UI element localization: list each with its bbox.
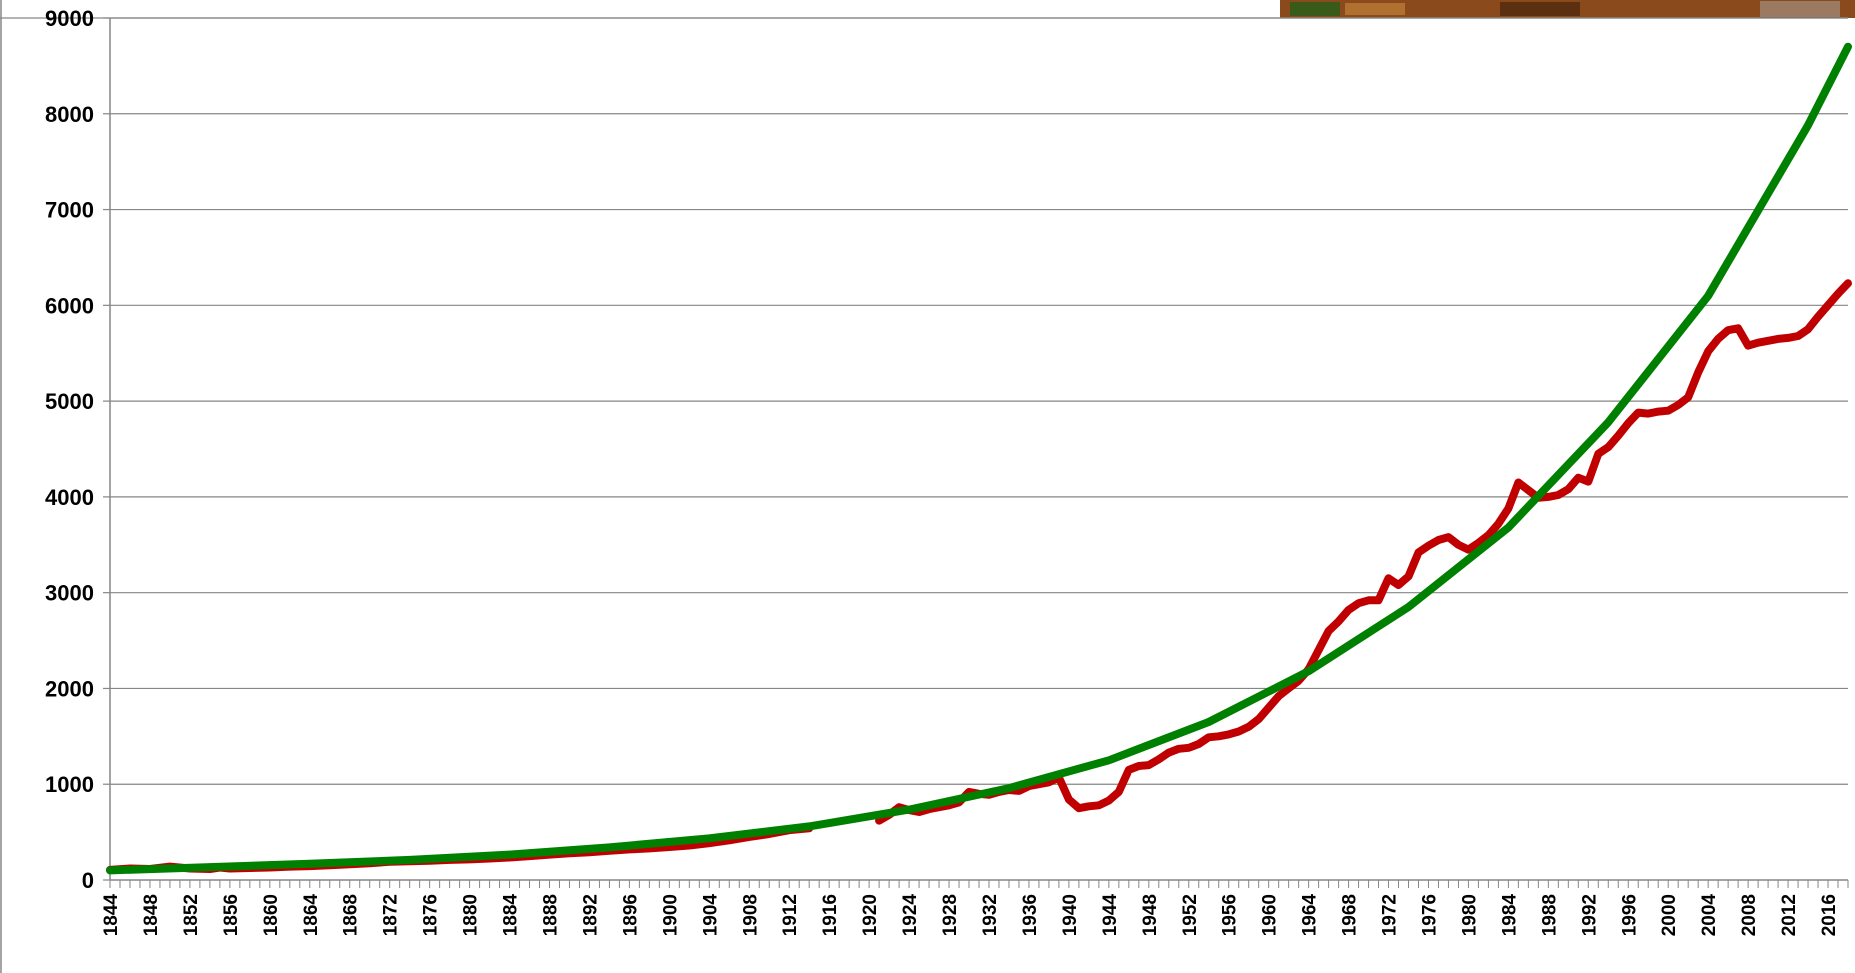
x-tick-label: 2000 xyxy=(1659,894,1680,936)
x-tick-label: 1916 xyxy=(820,894,841,936)
x-tick-label: 1932 xyxy=(980,894,1001,936)
x-tick-label: 1968 xyxy=(1340,894,1361,936)
x-tick-label: 1880 xyxy=(461,894,482,936)
x-tick-label: 1988 xyxy=(1539,894,1560,936)
y-tick-label: 5000 xyxy=(45,389,94,414)
series-line-actual xyxy=(875,279,1852,825)
x-tick-label: 1956 xyxy=(1220,894,1241,936)
x-tick-label: 1960 xyxy=(1260,894,1281,936)
y-tick-label: 9000 xyxy=(45,6,94,31)
x-tick-label: 1868 xyxy=(341,894,362,936)
x-tick-label: 1976 xyxy=(1419,894,1440,936)
y-tick-label: 6000 xyxy=(45,293,94,318)
x-tick-label: 1940 xyxy=(1060,894,1081,936)
x-tick-label: 1944 xyxy=(1100,894,1121,937)
x-tick-label: 1856 xyxy=(221,894,242,936)
y-tick-label: 3000 xyxy=(45,581,94,606)
x-tick-label: 2012 xyxy=(1779,894,1800,936)
y-tick-label: 7000 xyxy=(45,198,94,223)
x-tick-label: 1860 xyxy=(261,894,282,936)
y-tick-label: 2000 xyxy=(45,676,94,701)
series-line-trend xyxy=(106,42,1852,875)
y-tick-label: 0 xyxy=(82,868,94,893)
produce-photo-thumbnail xyxy=(1280,0,1855,18)
x-tick-label: 1920 xyxy=(860,894,881,936)
x-tick-label: 1912 xyxy=(780,894,801,936)
x-tick-label: 1980 xyxy=(1459,894,1480,936)
x-tick-label: 1948 xyxy=(1140,894,1161,936)
x-tick-label: 1900 xyxy=(660,894,681,936)
x-tick-labels: 1844 1848 1852 1856 1860 1864 1868 1872 1876 1880… xyxy=(101,894,1840,937)
y-tick-labels: 0 1000 2000 3000 4000 5000 6000 7000 8000 9000 xyxy=(45,6,94,893)
x-tick-label: 2004 xyxy=(1699,894,1720,937)
x-tick-label: 1852 xyxy=(181,894,202,936)
x-tick-label: 1848 xyxy=(141,894,162,936)
x-tick-label: 1896 xyxy=(620,894,641,936)
x-tick-label: 1972 xyxy=(1380,894,1401,936)
x-tick-label: 1984 xyxy=(1499,894,1520,937)
x-tick-label: 1936 xyxy=(1020,894,1041,936)
x-tick-label: 2008 xyxy=(1739,894,1760,936)
x-tick-label: 1952 xyxy=(1180,894,1201,936)
x-tick-label: 1964 xyxy=(1300,894,1321,937)
x-tick-label: 1884 xyxy=(501,894,522,937)
x-tick-label: 1892 xyxy=(580,894,601,936)
x-tick-label: 1864 xyxy=(301,894,322,937)
x-tick-label: 2016 xyxy=(1819,894,1840,936)
series xyxy=(106,42,1852,875)
y-tick-label: 4000 xyxy=(45,485,94,510)
x-tick-label: 1908 xyxy=(740,894,761,936)
x-tick-label: 1888 xyxy=(540,894,561,936)
x-tick-label: 1928 xyxy=(940,894,961,936)
x-tick-label: 1844 xyxy=(101,894,122,937)
x-tick-label: 1876 xyxy=(421,894,442,936)
x-tick-label: 1992 xyxy=(1579,894,1600,936)
x-tick-label: 1924 xyxy=(900,894,921,937)
y-tick-label: 1000 xyxy=(45,772,94,797)
y-tick-label: 8000 xyxy=(45,102,94,127)
x-tick-label: 1904 xyxy=(700,894,721,937)
x-tick-label: 1996 xyxy=(1619,894,1640,936)
x-tick-label: 1872 xyxy=(381,894,402,936)
